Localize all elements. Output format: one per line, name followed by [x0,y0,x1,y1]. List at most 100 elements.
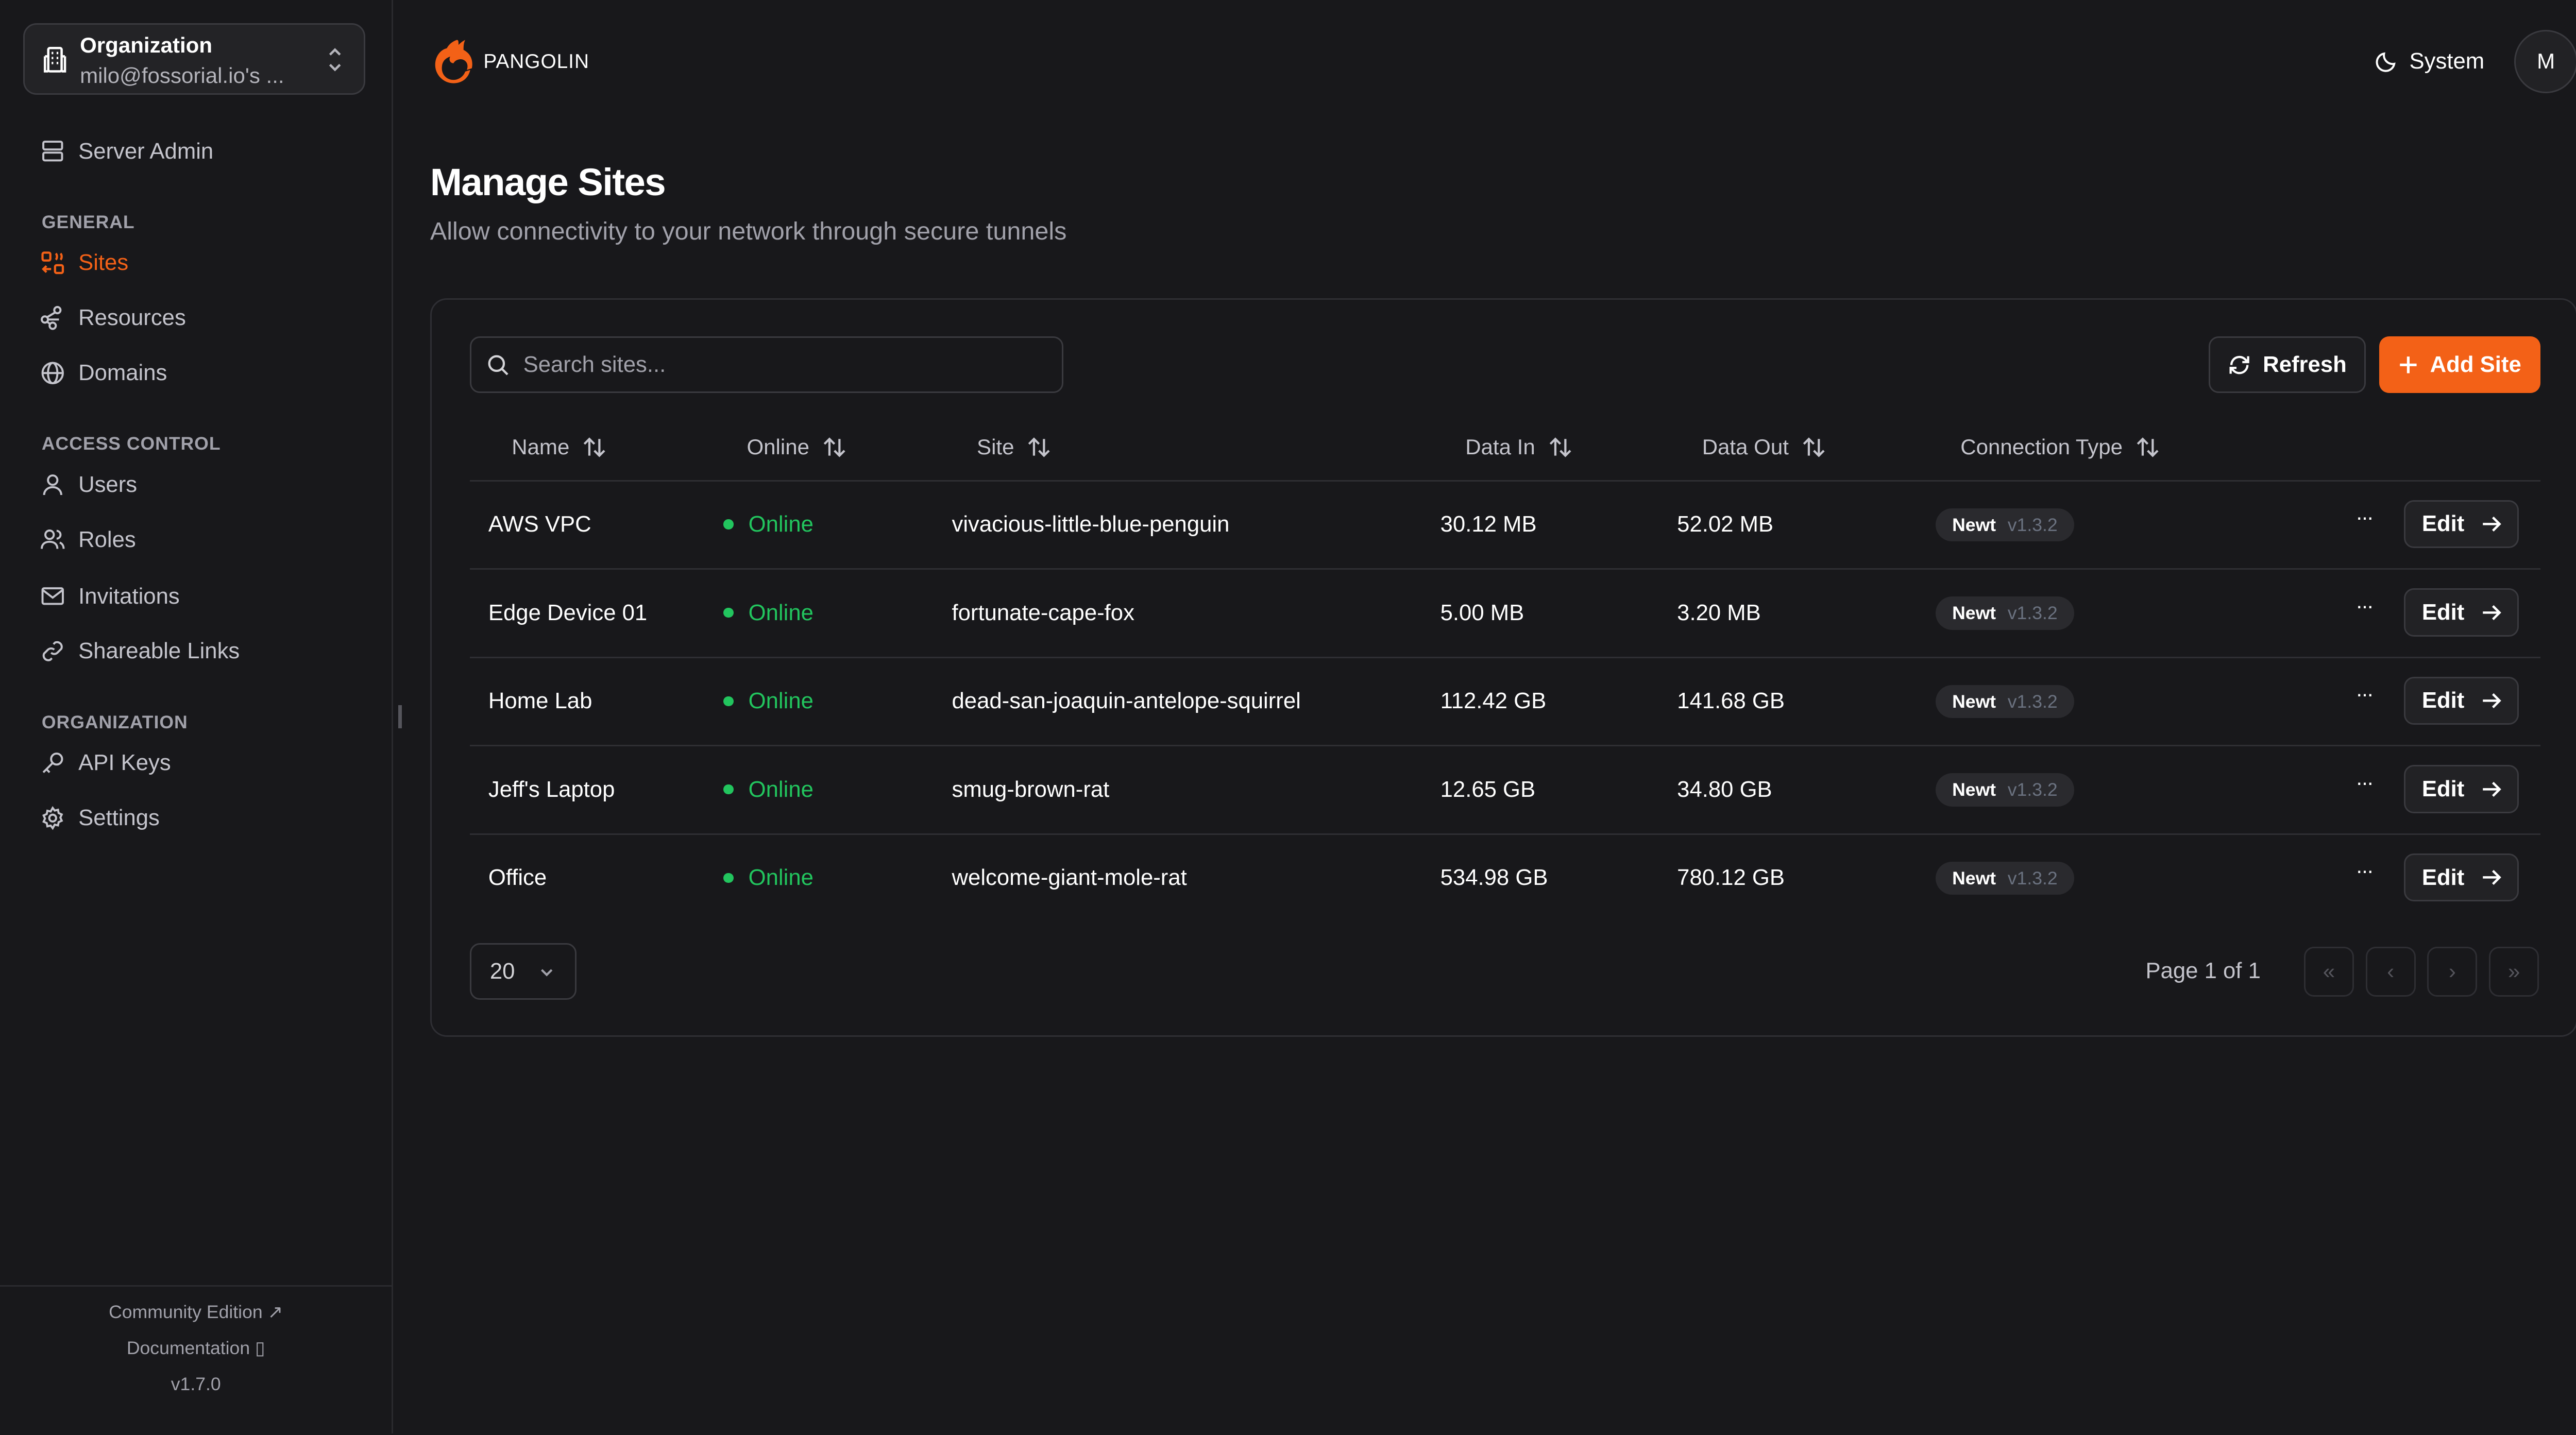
next-page-button[interactable]: › [2427,946,2478,997]
prev-page-button[interactable]: ‹ [2365,946,2416,997]
server-admin-link[interactable]: Server Admin [40,139,213,164]
connection-type-badge: Newt v1.3.2 [1935,773,2075,807]
refresh-label: Refresh [2263,352,2347,378]
sidebar-item-label: Users [78,471,138,497]
section-organization: ORGANIZATION [41,711,188,732]
section-access-control: ACCESS CONTROL [41,433,221,454]
avatar[interactable]: M [2514,30,2576,93]
column-header[interactable]: Site [977,435,1051,459]
sidebar-item-label: API Keys [78,750,171,776]
refresh-button[interactable]: Refresh [2209,336,2366,394]
sidebar-item-invitations[interactable]: Invitations [40,584,180,609]
brand-logo[interactable]: PANGOLIN [430,37,589,87]
site-name: Jeff's Laptop [488,776,615,802]
more-actions-button[interactable]: ··· [2355,593,2374,618]
status-dot [723,519,734,529]
sidebar-item-api-keys[interactable]: API Keys [40,750,171,776]
edit-button[interactable]: Edit [2404,676,2519,725]
mail-icon [41,587,64,605]
org-name: milo@fossorial.io's ... [80,63,284,88]
site-identifier: smug-brown-rat [952,776,1110,802]
last-page-button[interactable]: » [2489,946,2539,997]
sidebar-item-sites[interactable]: Sites [40,250,128,276]
sort-icon [1549,437,1571,457]
sort-icon [1028,437,1050,457]
chevron-down-icon [540,969,553,977]
sidebar-item-roles[interactable]: Roles [40,527,136,553]
column-label: Data In [1465,435,1535,459]
edit-button[interactable]: Edit [2404,588,2519,637]
status-online: Online [723,777,814,802]
org-switcher[interactable]: Organization milo@fossorial.io's ... [23,23,365,95]
more-actions-button[interactable]: ··· [2355,770,2374,794]
search-placeholder: Search sites... [523,352,666,378]
globe-icon [41,362,64,384]
table-row: Edge Device 01 Online fortunate-cape-fox… [470,570,2541,658]
search-icon [488,355,509,375]
arrow-right-icon [2482,605,2501,620]
more-actions-button[interactable]: ··· [2355,681,2374,706]
link-icon [42,641,63,661]
documentation-link[interactable]: Documentation ▯ [126,1338,265,1359]
edit-button[interactable]: Edit [2404,853,2519,902]
status-online: Online [723,688,814,714]
edit-button[interactable]: Edit [2404,500,2519,549]
column-header[interactable]: Name [512,435,606,459]
status-dot [723,607,734,618]
first-page-button[interactable]: « [2303,946,2354,997]
moon-icon [2376,52,2396,72]
page-size-select[interactable]: 20 [470,943,577,1000]
version-label: v1.7.0 [171,1374,221,1395]
page-info: Page 1 of 1 [2145,958,2261,984]
sort-icon [583,437,605,457]
data-in: 534.98 GB [1440,865,1548,891]
column-header[interactable]: Data Out [1702,435,1825,459]
sidebar-item-users[interactable]: Users [40,472,137,498]
search-input[interactable]: Search sites... [470,336,1064,394]
chevrons-up-down-icon [329,48,341,72]
plus-icon [2400,356,2417,373]
theme-toggle[interactable]: System [2375,48,2484,74]
table-row: AWS VPC Online vivacious-little-blue-pen… [470,482,2541,570]
sidebar-item-resources[interactable]: Resources [40,305,186,331]
page-title: Manage Sites [430,160,666,203]
data-in: 112.42 GB [1440,688,1547,714]
column-header[interactable]: Data In [1465,435,1572,459]
sidebar-item-domains[interactable]: Domains [40,360,167,386]
status-dot [723,784,734,795]
connection-type-badge: Newt v1.3.2 [1935,685,2075,719]
column-label: Online [747,435,810,459]
community-edition-link[interactable]: Community Edition ↗ [109,1302,283,1323]
resources-icon [40,305,62,330]
data-out: 141.68 GB [1677,688,1785,714]
key-icon [42,753,63,773]
sidebar-item-label: Settings [78,805,160,830]
add-site-label: Add Site [2430,352,2521,378]
connection-type-badge: Newt v1.3.2 [1935,596,2075,630]
sort-icon [1803,437,1825,457]
data-out: 52.02 MB [1677,511,1774,537]
sidebar-item-label: Roles [78,526,136,552]
table-row: Home Lab Online dead-san-joaquin-antelop… [470,658,2541,747]
sidebar-item-settings[interactable]: Settings [40,805,160,831]
building-icon [43,47,66,73]
server-icon [42,141,63,162]
refresh-icon [2229,355,2249,374]
edit-button[interactable]: Edit [2404,765,2519,813]
arrow-right-icon [2482,516,2501,532]
column-header[interactable]: Online [747,435,846,459]
column-label: Data Out [1702,435,1789,459]
sidebar-item-shareable-links[interactable]: Shareable Links [40,638,240,664]
more-actions-button[interactable]: ··· [2355,858,2374,883]
more-actions-button[interactable]: ··· [2355,505,2374,529]
page-subtitle: Allow connectivity to your network throu… [430,217,1067,245]
sidebar-resize-handle[interactable] [398,705,402,729]
sidebar-item-label: Invitations [78,583,180,609]
user-icon [43,474,62,495]
site-name: Office [488,865,547,891]
sort-icon [823,437,845,457]
column-header[interactable]: Connection Type [1960,435,2159,459]
sidebar-item-label: Resources [78,305,186,331]
column-label: Name [512,435,570,459]
add-site-button[interactable]: Add Site [2379,336,2541,394]
